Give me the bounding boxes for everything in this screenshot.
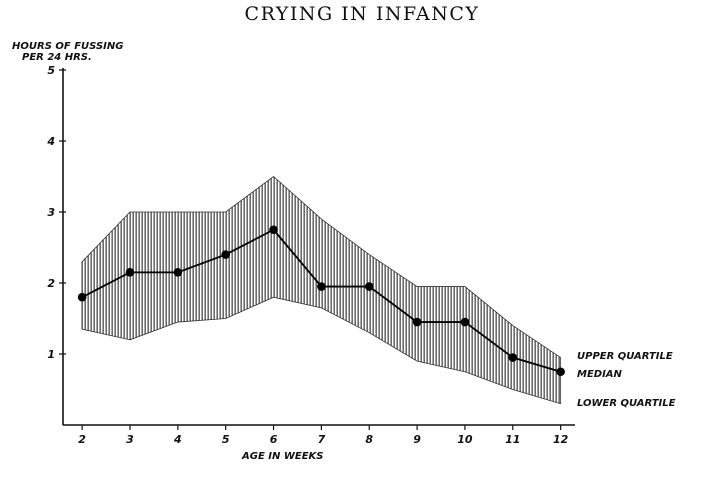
x-tick-label: 12 <box>553 433 569 446</box>
x-tick-label: 2 <box>78 433 86 446</box>
median-point <box>556 367 565 377</box>
y-tick-label: 4 <box>46 135 55 148</box>
quartile-band <box>81 175 562 405</box>
x-tick-label: 7 <box>318 433 326 446</box>
median-point <box>125 268 135 277</box>
y-tick-label: 2 <box>47 277 55 290</box>
legend-lower-quartile: LOWER QUARTILE <box>577 398 676 409</box>
y-tick-label: 3 <box>47 206 55 219</box>
y-tick-label: 1 <box>47 348 55 361</box>
y-axis-label-line1: HOURS OF FUSSING <box>12 41 123 52</box>
median-point <box>412 317 422 327</box>
median-point <box>173 268 183 277</box>
median-point <box>460 317 470 327</box>
chart-title: CRYING IN INFANCY <box>245 3 480 25</box>
median-point <box>508 353 518 362</box>
legend-median: MEDIAN <box>577 369 623 380</box>
x-tick-label: 9 <box>413 433 421 446</box>
y-tick-label: 5 <box>47 64 55 77</box>
legend-upper-quartile: UPPER QUARTILE <box>577 351 673 362</box>
x-tick-label: 10 <box>457 433 473 446</box>
median-point <box>269 225 278 235</box>
median-points <box>77 225 565 377</box>
x-axis-label: AGE IN WEEKS <box>241 451 323 462</box>
median-point <box>364 282 374 291</box>
x-tick-label: 3 <box>126 433 134 446</box>
median-point <box>317 282 326 291</box>
x-tick-label: 6 <box>270 433 278 446</box>
x-tick-label: 8 <box>365 433 373 446</box>
y-axis-label-line2: PER 24 HRS. <box>22 52 92 63</box>
x-tick-label: 11 <box>505 433 520 446</box>
median-point <box>77 292 87 302</box>
x-tick-label: 4 <box>173 433 182 446</box>
x-tick-label: 5 <box>222 433 230 446</box>
quartile-band-outline <box>81 175 562 405</box>
median-point <box>221 250 230 259</box>
